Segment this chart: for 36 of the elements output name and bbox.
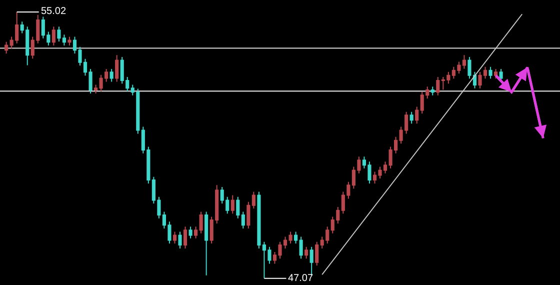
candlestick [178, 231, 182, 250]
candlestick [188, 226, 192, 239]
candlestick [304, 246, 308, 260]
candlestick [252, 191, 256, 210]
candlestick [68, 36, 72, 46]
candlestick [57, 26, 61, 42]
candlestick [241, 211, 245, 230]
annotation: 47.07 [288, 273, 314, 284]
candlestick [415, 106, 419, 124]
candlestick [94, 84, 98, 94]
candlestick [110, 68, 114, 82]
candlestick [62, 34, 66, 46]
candlestick [246, 201, 250, 230]
candlestick [194, 226, 198, 239]
candlestick [236, 196, 240, 219]
candlestick [499, 68, 503, 82]
candlestick [315, 241, 319, 266]
candlestick [4, 41, 8, 54]
candlestick [299, 236, 303, 260]
annotation: 55.02 [41, 6, 66, 17]
candlestick [410, 111, 414, 124]
candlestick [204, 211, 208, 276]
candlestick [494, 68, 498, 80]
candlestick [310, 246, 314, 276]
candlestick [230, 194, 234, 214]
candlestick [488, 66, 492, 80]
candlestick [52, 26, 56, 46]
candlestick [462, 54, 466, 70]
candlestick [430, 86, 434, 96]
candlestick [199, 211, 203, 234]
candlestick [257, 191, 261, 250]
candlestick [115, 54, 119, 82]
candlestick [183, 226, 188, 250]
candlestick [172, 231, 177, 244]
candlestick [294, 231, 298, 244]
candlestick [436, 76, 440, 96]
